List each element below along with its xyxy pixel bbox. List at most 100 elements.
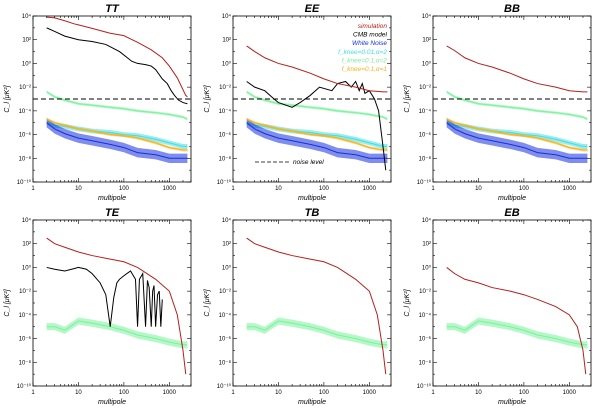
- y-tick-label: 10⁻⁴: [419, 108, 432, 115]
- panel-title: BB: [504, 3, 520, 15]
- panel-eb: EB multipole C_l [μK²] 1 10 100 1000 10⁻¹⁰ 10⁻⁸ 1…: [404, 207, 592, 406]
- legend-entry: f_knee=0.1,α=1: [342, 66, 388, 73]
- y-tick-label: 10⁰: [422, 60, 432, 67]
- y-axis-label: C_l [μK²]: [204, 288, 211, 316]
- series-cmb-line: [46, 266, 163, 327]
- y-axis-label: C_l [μK²]: [404, 288, 411, 316]
- series-f01-line: [446, 91, 588, 120]
- y-tick-label: 10⁻¹⁰: [417, 383, 432, 390]
- y-tick-label: 10⁻²: [419, 85, 431, 91]
- x-tick-label: 10: [475, 186, 482, 192]
- plot-area: [446, 45, 588, 163]
- x-tick-label: 1000: [163, 186, 177, 192]
- y-tick-label: 10⁻¹⁰: [417, 179, 432, 186]
- series-f01a1-scatter: [46, 117, 188, 152]
- panel-title: EE: [305, 3, 320, 15]
- y-tick-label: 10⁻⁸: [19, 155, 32, 162]
- series-cmb-line: [46, 27, 188, 105]
- y-tick-label: 10⁻⁸: [19, 359, 32, 366]
- series-f01-scatter: [46, 317, 188, 349]
- series-sim-line: [46, 16, 188, 98]
- series-f01a1-scatter: [246, 117, 388, 152]
- y-tick-label: 10⁻²: [219, 85, 231, 91]
- series-sim-line: [246, 45, 388, 93]
- y-tick-label: 10⁻⁴: [419, 312, 432, 319]
- legend-entry: simulation: [358, 23, 388, 30]
- series-f01-scatter: [246, 317, 388, 349]
- panel-title: TT: [105, 3, 120, 15]
- y-tick-label: 10⁴: [422, 13, 432, 20]
- panel-tt: TT multipole C_l [μK²] 1 10 100 1000 10⁻¹⁰ 10⁻⁸ 1…: [4, 3, 192, 202]
- x-tick-label: 100: [319, 390, 330, 396]
- x-axis-label: multipole: [98, 195, 126, 202]
- series-f01-scatter: [446, 90, 588, 121]
- x-tick-label: 1000: [363, 390, 377, 396]
- y-tick-label: 10²: [422, 242, 431, 248]
- y-tick-label: 10²: [22, 242, 31, 248]
- series-sim-line: [246, 237, 387, 375]
- legend-entry: f_knee=0.01,α=2: [338, 49, 387, 56]
- plot-area: [46, 16, 188, 163]
- series-sim-line: [446, 45, 588, 93]
- panel-bb: BB multipole C_l [μK²] 1 10 100 1000 10⁻¹⁰ 10⁻⁸ 1…: [404, 3, 592, 202]
- y-tick-label: 10⁰: [22, 60, 32, 67]
- series-white-scatter: [246, 118, 388, 163]
- x-tick-label: 1000: [163, 390, 177, 396]
- y-tick-label: 10⁻⁴: [19, 108, 32, 115]
- y-tick-label: 10²: [22, 38, 31, 44]
- y-tick-label: 10⁰: [22, 264, 32, 271]
- x-tick-label: 100: [519, 390, 530, 396]
- series-sim-line: [446, 267, 587, 375]
- x-axis-label: multipole: [298, 195, 326, 202]
- x-tick-label: 1: [231, 186, 235, 192]
- y-tick-label: 10⁻⁸: [219, 359, 232, 366]
- plot-area: [446, 267, 588, 375]
- plot-area: [246, 237, 388, 375]
- x-tick-label: 1: [31, 186, 35, 192]
- plot-frame: [432, 219, 592, 387]
- plot-area: [246, 45, 388, 171]
- y-axis-label: C_l [μK²]: [4, 288, 11, 316]
- panel-tb: TB multipole C_l [μK²] 1 10 100 1000 10⁻¹⁰ 10⁻⁸ 1…: [204, 207, 392, 406]
- y-tick-label: 10²: [222, 38, 231, 44]
- y-tick-label: 10⁻¹⁰: [17, 383, 32, 390]
- series-f01a1-line: [46, 118, 188, 151]
- y-axis-label: C_l [μK²]: [204, 84, 211, 112]
- legend-entry: f_knee=0.1,α=2: [342, 57, 388, 64]
- series-cmb-line: [246, 80, 387, 171]
- y-tick-label: 10⁻¹⁰: [17, 179, 32, 186]
- y-tick-label: 10⁻¹⁰: [217, 383, 232, 390]
- legend-entry: White Noise: [352, 40, 387, 47]
- series-sim-line: [46, 237, 187, 375]
- legend-noise-label: noise level: [293, 159, 324, 166]
- y-axis-label: C_l [μK²]: [4, 84, 11, 112]
- y-tick-label: 10⁴: [422, 217, 432, 224]
- x-tick-label: 100: [119, 390, 130, 396]
- panel-title: EB: [504, 207, 519, 219]
- x-tick-label: 1: [231, 390, 235, 396]
- y-tick-label: 10⁻⁶: [419, 132, 432, 139]
- x-tick-label: 10: [75, 390, 82, 396]
- y-tick-label: 10⁻⁸: [419, 359, 432, 366]
- series-white-scatter: [46, 118, 188, 163]
- y-tick-label: 10⁻⁶: [419, 336, 432, 343]
- y-tick-label: 10⁻⁶: [19, 336, 32, 343]
- x-tick-label: 1: [431, 390, 435, 396]
- panel-ee: EE multipole C_l [μK²] 1 10 100 1000 10⁻¹⁰ 10⁻⁸ 1…: [204, 3, 392, 202]
- x-axis-label: multipole: [498, 399, 526, 406]
- y-tick-label: 10⁻⁶: [219, 336, 232, 343]
- y-tick-label: 10²: [422, 38, 431, 44]
- x-tick-label: 1000: [363, 186, 377, 192]
- x-tick-label: 100: [319, 186, 330, 192]
- y-tick-label: 10⁻²: [19, 289, 31, 295]
- series-white-line: [446, 122, 588, 159]
- series-f01-line: [246, 320, 388, 346]
- y-tick-label: 10⁴: [222, 13, 232, 20]
- y-tick-label: 10⁻⁴: [219, 108, 232, 115]
- series-f01-line: [446, 320, 588, 346]
- x-tick-label: 100: [119, 186, 130, 192]
- y-tick-label: 10⁰: [222, 264, 232, 271]
- y-tick-label: 10⁴: [22, 217, 32, 224]
- x-tick-label: 10: [275, 186, 282, 192]
